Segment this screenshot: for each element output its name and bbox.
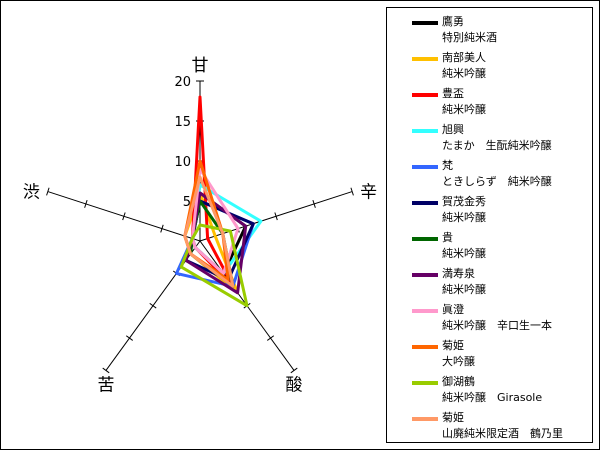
legend-item: 鷹勇 特別純米酒 <box>387 12 592 48</box>
legend-series-name: 賀茂金秀 <box>442 195 486 208</box>
legend-series-name: 鷹勇 <box>442 15 464 28</box>
legend-series-desc: 特別純米酒 <box>442 31 497 44</box>
legend-series-name: 満寿泉 <box>442 267 475 280</box>
legend-swatch <box>412 93 438 97</box>
legend-series-name: 梵 <box>442 159 453 172</box>
axis-tick-5-3 <box>84 199 88 208</box>
legend-series-desc: 純米吟醸 <box>442 103 486 116</box>
legend-series-desc: 大吟醸 <box>442 355 475 368</box>
axis-label-5: 渋 <box>23 183 40 203</box>
legend-series-name: 南部美人 <box>442 51 486 64</box>
axis-tick-3-3 <box>267 335 275 341</box>
axis-tick-5-2 <box>122 212 126 221</box>
legend-swatch <box>412 129 438 133</box>
legend-series-desc: 純米吟醸 <box>442 67 486 80</box>
axis-tick-4-2 <box>149 302 157 309</box>
axis-tick-4-3 <box>125 335 133 341</box>
legend-series-desc: 純米吟醸 <box>442 283 486 296</box>
series-line-9 <box>190 167 240 275</box>
legend-item: 貴純米吟醸 <box>387 228 592 264</box>
legend-series-desc: 純米吟醸 辛口生一本 <box>442 319 552 332</box>
axis-tick-4-4 <box>102 367 110 374</box>
axis-tick-5-4 <box>46 187 50 196</box>
legend-series-desc: 純米吟醸 <box>442 247 486 260</box>
legend-series-name: 貴 <box>442 231 453 244</box>
legend-series-name: 菊姫 <box>442 411 464 424</box>
legend-swatch <box>412 345 438 349</box>
axis-tick-2-3 <box>312 199 316 208</box>
legend: 鷹勇 特別純米酒 南部美人 純米吟醸 豊盃 純米吟醸 旭興 たまか 生酛純米吟醸梵ときしらず … <box>386 7 593 443</box>
legend-swatch <box>412 237 438 241</box>
legend-item: 賀茂金秀 純米吟醸 <box>387 192 592 228</box>
legend-item: 満寿泉 純米吟醸 <box>387 264 592 300</box>
legend-swatch <box>412 165 438 169</box>
legend-item: 御湖鶴純米吟醸 Girasole <box>387 372 592 408</box>
legend-item: 豊盃 純米吟醸 <box>387 84 592 120</box>
axis-tick-5-1 <box>160 224 164 233</box>
legend-swatch <box>412 309 438 313</box>
radial-tick-label-3: 15 <box>174 115 191 130</box>
axis-label-1: 甘 <box>192 56 209 76</box>
radial-tick-label-1: 5 <box>183 195 191 210</box>
legend-item: 旭興たまか 生酛純米吟醸 <box>387 120 592 156</box>
legend-swatch <box>412 57 438 61</box>
legend-item: 菊姫 大吟醸 <box>387 336 592 372</box>
legend-item: 眞澄純米吟醸 辛口生一本 <box>387 300 592 336</box>
legend-item: 南部美人 純米吟醸 <box>387 48 592 84</box>
axis-label-3: 酸 <box>286 375 303 395</box>
axis-tick-3-4 <box>290 367 298 374</box>
legend-swatch <box>412 273 438 277</box>
axis-tick-2-4 <box>350 187 354 196</box>
legend-series-desc: 純米吟醸 Girasole <box>442 391 543 404</box>
legend-series-name: 菊姫 <box>442 339 464 352</box>
axis-label-2: 辛 <box>360 183 377 203</box>
legend-series-desc: たまか 生酛純米吟醸 <box>442 139 552 152</box>
legend-series-name: 御湖鶴 <box>442 375 475 388</box>
series-line-11 <box>179 223 249 308</box>
legend-swatch <box>412 417 438 421</box>
series-line-12 <box>183 175 235 288</box>
legend-item: 梵ときしらず 純米吟醸 <box>387 156 592 192</box>
legend-series-desc: ときしらず 純米吟醸 <box>442 175 552 188</box>
legend-series-name: 旭興 <box>442 123 464 136</box>
radial-tick-label-2: 10 <box>174 155 191 170</box>
legend-series-desc: 純米吟醸 <box>442 211 486 224</box>
legend-series-desc: 山廃純米限定酒 鶴乃里 <box>442 427 563 440</box>
axis-tick-2-2 <box>274 212 278 221</box>
legend-item: 菊姫山廃純米限定酒 鶴乃里 <box>387 408 592 444</box>
legend-series-name: 眞澄 <box>442 303 464 316</box>
legend-swatch <box>412 381 438 385</box>
legend-swatch <box>412 201 438 205</box>
axis-label-4: 苦 <box>97 375 114 395</box>
radial-tick-label-4: 20 <box>174 75 191 90</box>
radar-series <box>175 95 263 308</box>
legend-swatch <box>412 21 438 25</box>
legend-series-name: 豊盃 <box>442 87 464 100</box>
